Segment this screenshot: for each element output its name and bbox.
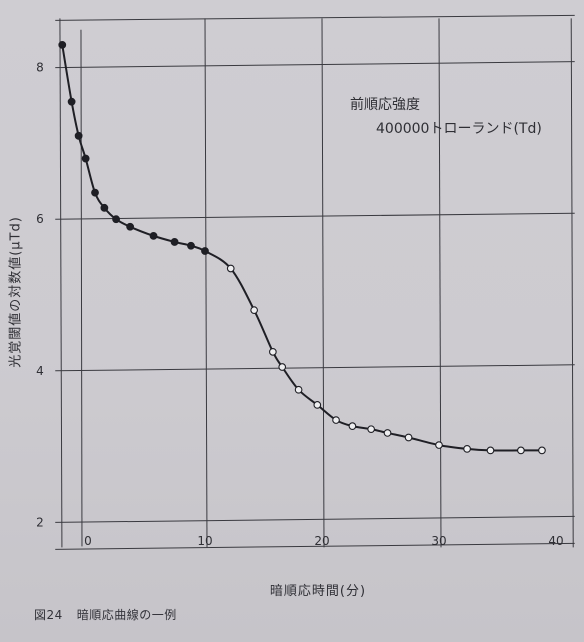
data-point-open <box>278 363 287 371</box>
grid-line-h <box>55 14 575 21</box>
x-tick-label: 20 <box>314 534 329 548</box>
data-point-open <box>367 425 375 434</box>
data-point-filled <box>126 222 135 231</box>
data-point-open <box>435 441 443 449</box>
y-tick-label: 4 <box>36 364 44 378</box>
data-point-open <box>348 422 357 430</box>
grid <box>55 14 575 550</box>
grid-line-v <box>570 18 574 548</box>
y-tick-label: 8 <box>36 61 44 75</box>
x-tick-label: 0 <box>84 534 92 548</box>
data-point-filled <box>74 131 83 140</box>
data-point-open <box>517 446 525 455</box>
x-tick-label: 40 <box>548 534 563 548</box>
x-axis-label: 暗順応時間(分) <box>269 584 367 599</box>
data-point-filled <box>112 215 120 224</box>
grid-line-v <box>204 18 208 548</box>
grid-line-h <box>55 61 575 69</box>
data-points <box>58 40 546 455</box>
data-point-filled <box>67 97 76 106</box>
data-point-open <box>404 433 413 442</box>
y-tick-label: 2 <box>36 515 44 529</box>
data-point-open <box>313 401 322 409</box>
annotation-line2: 400000トローランド(Td) <box>376 121 542 137</box>
data-point-open <box>332 416 340 424</box>
figure-number: 図24 <box>34 608 63 622</box>
grid-line-v <box>321 18 325 548</box>
x-tick-label: 10 <box>197 534 212 548</box>
data-point-filled <box>100 203 109 212</box>
data-point-filled <box>81 154 90 163</box>
grid-line-h <box>55 515 575 523</box>
data-point-open <box>294 385 303 394</box>
data-point-filled <box>187 241 195 250</box>
data-point-open <box>463 445 471 453</box>
y-tick-label: 6 <box>36 212 44 226</box>
data-point-open <box>538 446 546 455</box>
dark-adaptation-curve <box>61 44 542 452</box>
data-point-filled <box>58 40 67 49</box>
y-axis-label: 光覚閾値の対数値(μTd) <box>8 216 24 368</box>
annotation-line1: 前順応強度 <box>350 97 420 113</box>
data-point-open <box>486 446 495 455</box>
data-point-filled <box>201 247 209 255</box>
data-point-filled <box>91 188 99 197</box>
figure-caption: 図24 暗順応曲線の一例 <box>34 606 177 623</box>
grid-line-h <box>55 542 575 550</box>
data-point-open <box>269 348 277 356</box>
grid-line-v <box>59 18 63 548</box>
grid-line-v <box>438 18 442 548</box>
data-point-filled <box>170 238 179 246</box>
grid-line-h <box>55 212 575 220</box>
grid-line-h <box>55 364 575 372</box>
data-point-open <box>383 429 392 437</box>
data-point-filled <box>149 231 158 240</box>
x-tick-label: 30 <box>431 534 446 548</box>
figure-caption-text: 暗順応曲線の一例 <box>76 608 177 622</box>
tick-labels: 0 10 20 30 40 2 4 6 8 <box>36 61 563 548</box>
y-axis-line <box>80 29 83 547</box>
data-point-open <box>250 306 258 315</box>
data-point-open <box>226 264 235 273</box>
